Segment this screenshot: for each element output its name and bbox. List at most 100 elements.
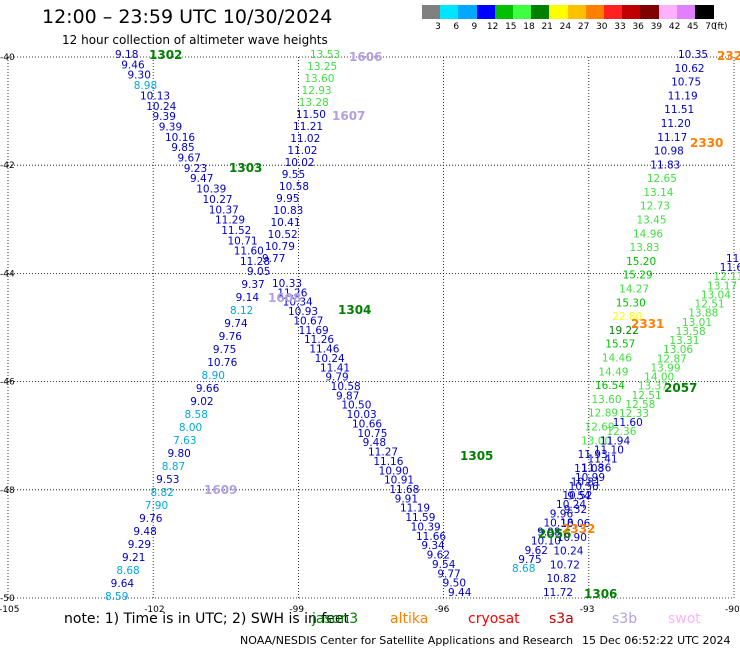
wave-value: 9.67 xyxy=(178,153,201,165)
pass-label-1609: 1609 xyxy=(204,483,237,497)
wave-value: 8.00 xyxy=(179,422,202,434)
wave-value: 15.20 xyxy=(626,256,656,268)
wave-value: 8.68 xyxy=(512,563,535,575)
legend-tick-label: 30 xyxy=(596,22,608,32)
wave-value: 11.66 xyxy=(416,531,446,543)
wave-value: 10.90 xyxy=(557,532,587,544)
wave-value: 13.28 xyxy=(299,97,329,109)
wave-value: 13.00 xyxy=(581,435,611,447)
wave-value: 10.76 xyxy=(207,357,237,369)
legend-tick-label: 12 xyxy=(486,22,499,32)
pass-label-2057: 2057 xyxy=(664,381,697,395)
pass-label-1306: 1306 xyxy=(584,587,617,601)
wave-value: 14.96 xyxy=(633,228,663,240)
legend-swatch xyxy=(531,5,550,19)
wave-value: 15.29 xyxy=(623,270,653,282)
wave-value: 11.26 xyxy=(304,334,334,346)
satellite-name-swot: swot xyxy=(668,611,701,627)
map-subtitle: 12 hour collection of altimeter wave hei… xyxy=(62,33,328,47)
wave-value: 8.59 xyxy=(105,591,128,603)
wave-value: 11.41 xyxy=(588,454,618,466)
wave-value: 12.51 xyxy=(632,390,662,402)
wave-value: 11.20 xyxy=(661,118,691,130)
longitude-label: -105 xyxy=(0,605,19,615)
longitude-label: -93 xyxy=(580,605,595,615)
wave-value: 9.95 xyxy=(276,193,299,205)
legend-tick-label: 9 xyxy=(471,22,478,32)
wave-value: 9.34 xyxy=(421,540,445,552)
wave-value: 11.28 xyxy=(240,256,270,268)
wave-value: 8.82 xyxy=(150,487,173,499)
wave-value: 13.83 xyxy=(630,242,660,254)
wave-value: 10.24 xyxy=(315,353,345,365)
legend-tick-label: 6 xyxy=(453,22,460,32)
longitude-label: -90 xyxy=(725,605,740,615)
legend-tick-label: 24 xyxy=(559,22,572,32)
wave-value: 9.32 xyxy=(564,504,587,516)
wave-value: 8.87 xyxy=(162,461,185,473)
wave-value: 9.54 xyxy=(567,490,591,502)
wave-value: 13.14 xyxy=(643,187,673,199)
wave-value: 9.14 xyxy=(236,292,260,304)
wave-value: 12.36 xyxy=(606,426,636,438)
wave-value: 10.58 xyxy=(331,381,361,393)
wave-value: 13.45 xyxy=(636,215,666,227)
color-legend: 3 6 9 12 15 18 21 24 27 30 33 36 39 42 45 70 xyxy=(422,5,732,35)
wave-value: 10.13 xyxy=(140,90,170,102)
wave-value: 9.96 xyxy=(550,508,574,520)
wave-value: 10.52 xyxy=(562,490,592,502)
latitude-label: -48 xyxy=(0,486,15,496)
wave-value: 9.48 xyxy=(133,526,156,538)
legend-tick-label: 39 xyxy=(650,22,663,32)
wave-value: 12.51 xyxy=(695,299,725,311)
wave-value: 14.27 xyxy=(619,284,649,296)
wave-value: 13.58 xyxy=(676,326,706,338)
wave-value: 9.66 xyxy=(196,383,220,395)
pass-label-1302: 1302 xyxy=(149,48,182,62)
wave-value: 9.47 xyxy=(190,173,213,185)
wave-value: 12.87 xyxy=(657,353,687,365)
wave-value: 12.58 xyxy=(625,399,655,411)
pass-label-2330: 2330 xyxy=(690,136,723,150)
wave-value: 10.02 xyxy=(285,157,315,169)
wave-value: 11.93 xyxy=(578,449,608,461)
wave-value: 10.33 xyxy=(272,278,302,290)
wave-value: 10.72 xyxy=(550,559,580,571)
wave-value: 11.41 xyxy=(320,362,350,374)
legend-tick-label: 21 xyxy=(541,22,553,32)
wave-value: 12.69 xyxy=(585,421,615,433)
wave-value: 9.05 xyxy=(247,266,270,278)
wave-value: 10.99 xyxy=(575,472,605,484)
legend-tick-label: 15 xyxy=(505,22,517,32)
wave-value: 11.94 xyxy=(600,435,630,447)
wave-value: 13.99 xyxy=(650,362,680,374)
wave-value: 9.44 xyxy=(448,587,472,599)
satellite-name-altika: altika xyxy=(390,611,429,627)
wave-value: 9.39 xyxy=(153,111,176,123)
wave-value: 9.18 xyxy=(115,49,138,61)
latitude-label: -40 xyxy=(0,53,15,63)
wave-value: 13.06 xyxy=(663,344,693,356)
wave-value: 11.29 xyxy=(215,215,245,227)
wave-value: 9.23 xyxy=(184,163,207,175)
wave-value: 13.60 xyxy=(591,394,621,406)
legend-swatch xyxy=(549,5,569,19)
wave-value: 13.31 xyxy=(669,335,699,347)
wave-value: 10.24 xyxy=(553,546,583,558)
wave-value: 11.16 xyxy=(373,456,403,468)
wave-value: 11. xyxy=(726,253,740,265)
legend-swatch xyxy=(676,5,696,19)
wave-value: 9.62 xyxy=(427,550,450,562)
wave-value: 11.69 xyxy=(299,325,329,337)
wave-value: 9.55 xyxy=(282,169,305,181)
legend-tick-label: 3 xyxy=(435,22,441,32)
wave-value: 9.54 xyxy=(432,559,456,571)
satellite-name-s3a: s3a xyxy=(549,611,574,627)
wave-value: 12.65 xyxy=(647,173,677,185)
wave-value: 10.52 xyxy=(268,229,298,241)
wave-value: 13.37 xyxy=(638,381,668,393)
wave-value: 10.58 xyxy=(279,181,309,193)
wave-value: 10.79 xyxy=(265,241,295,253)
legend-swatch xyxy=(658,5,678,19)
wave-value: 10.39 xyxy=(196,184,226,196)
